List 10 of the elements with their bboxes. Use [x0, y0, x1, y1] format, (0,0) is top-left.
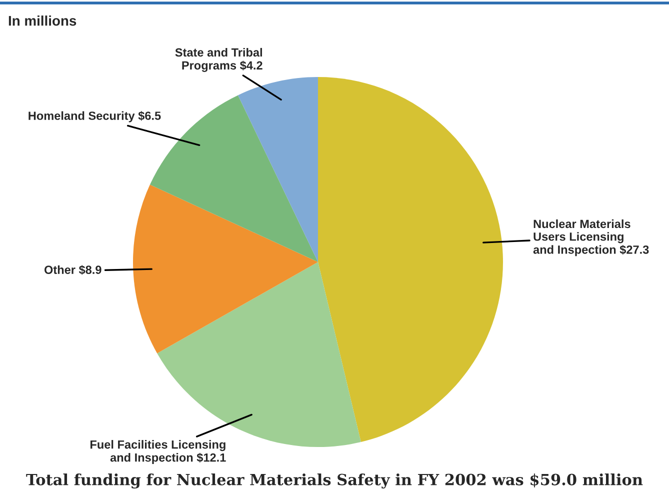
slice-label: State and Tribal Programs $4.2	[175, 48, 262, 72]
pie-slice	[238, 77, 318, 262]
text: Total funding for Nuclear Materials Safety in FY 2002 was $59.0 million	[26, 473, 643, 489]
pie-slice	[318, 77, 503, 442]
slice-label: Fuel Facilities Licensing and Inspection $12.1	[90, 440, 226, 464]
pie-slice	[133, 184, 318, 354]
slice-label: Other $8.9	[44, 265, 102, 275]
chart-title: In millions	[8, 16, 76, 26]
slice-label: Homeland Security $6.5	[28, 111, 161, 122]
slice-label: Nuclear Materials Users Licensing and Inspection $27.3	[533, 219, 649, 256]
